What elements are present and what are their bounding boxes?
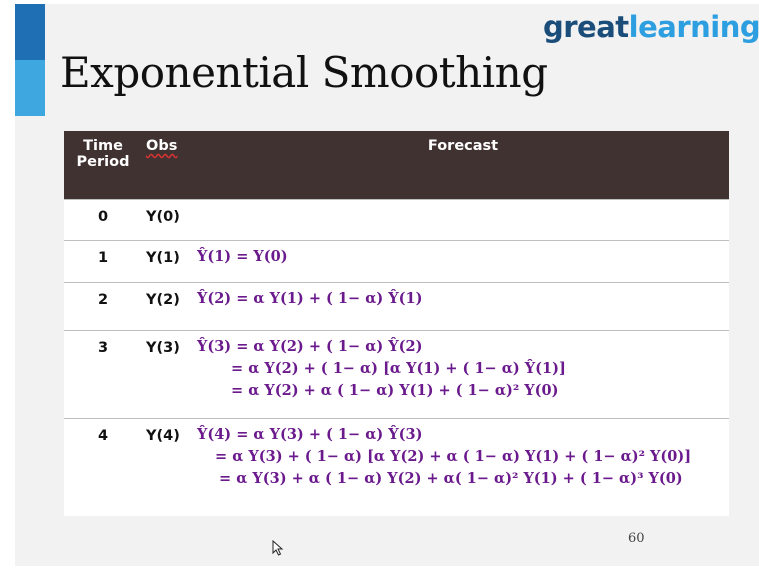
row-time: 2 [97,292,109,308]
header-time-line1: Time [83,138,123,154]
forecast-formula-line: Ŷ(1) = Y(0) [197,248,288,265]
accent-bar-light [15,60,45,116]
header-obs: Obs [142,131,197,200]
forecast-formula-line: Ŷ(3) = α Y(2) + ( 1− α) Ŷ(2) [197,338,423,355]
row-forecast [197,199,729,241]
logo-part-learning: learning [628,10,759,44]
forecast-formula-line: = α Y(3) + α ( 1− α) Y(2) + α( 1− α)² Y(… [219,470,683,487]
forecast-formula-line: = α Y(2) + α ( 1− α) Y(1) + ( 1− α)² Y(0… [231,382,559,399]
header-time-line2: Period [76,154,130,170]
header-forecast: Forecast [197,131,729,200]
row-obs: Y(0) [146,209,180,225]
header-obs-label: Obs [146,138,178,154]
forecast-formula-line: Ŷ(2) = α Y(1) + ( 1− α) Ŷ(1) [197,290,423,307]
row-obs: Y(4) [146,428,180,444]
slide-title: Exponential Smoothing [60,48,548,97]
row-obs: Y(1) [146,250,180,266]
logo-part-great: great [543,10,629,44]
greatlearning-logo: greatlearning [543,10,759,44]
row-time: 1 [97,250,109,266]
page-number: 60 [628,531,645,546]
table-row: 3 Y(3) Ŷ(3) = α Y(2) + ( 1− α) Ŷ(2) = α … [64,330,729,419]
header-time-period: Time Period [64,131,142,200]
table-row: 1 Y(1) Ŷ(1) = Y(0) [64,240,729,283]
row-time: 3 [97,340,109,356]
table-header-row: Time Period Obs Forecast [64,131,729,200]
table-row: 0 Y(0) [64,199,729,241]
forecast-formula-line: Ŷ(4) = α Y(3) + ( 1− α) Ŷ(3) [197,426,423,443]
table-row: 4 Y(4) Ŷ(4) = α Y(3) + ( 1− α) Ŷ(3) = α … [64,418,729,516]
row-time: 4 [97,428,109,444]
row-obs: Y(2) [146,292,180,308]
forecast-table: Time Period Obs Forecast 0 Y(0) 1 Y(1) Ŷ… [64,131,729,516]
row-time: 0 [97,209,109,225]
row-obs: Y(3) [146,340,180,356]
mouse-cursor-icon [272,540,284,556]
table-row: 2 Y(2) Ŷ(2) = α Y(1) + ( 1− α) Ŷ(1) [64,282,729,331]
accent-bar-dark [15,4,45,60]
forecast-formula-line: = α Y(2) + ( 1− α) [α Y(1) + ( 1− α) Ŷ(1… [231,360,566,377]
forecast-formula-line: = α Y(3) + ( 1− α) [α Y(2) + α ( 1− α) Y… [215,448,692,465]
